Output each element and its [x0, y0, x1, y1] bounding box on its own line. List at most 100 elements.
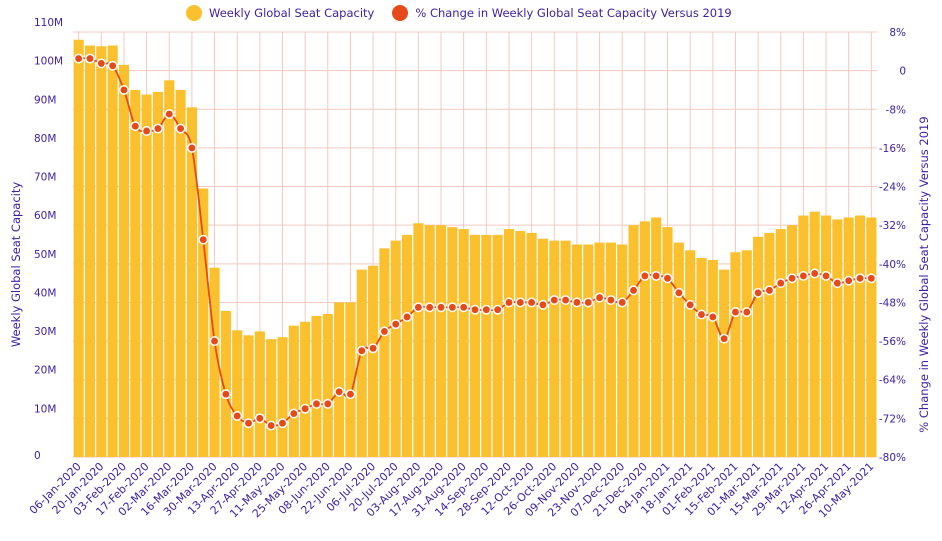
change-point	[821, 270, 831, 281]
capacity-bar	[503, 229, 515, 457]
change-point	[402, 311, 413, 322]
capacity-bar	[537, 238, 549, 457]
y-tick-right: -24%	[879, 182, 906, 194]
change-point	[571, 297, 582, 308]
change-point	[707, 311, 718, 322]
change-point	[515, 297, 526, 308]
change-point	[107, 60, 118, 71]
y-tick-right: -40%	[879, 259, 906, 271]
y-tick-left: 110M	[34, 17, 63, 29]
capacity-bar	[515, 230, 526, 457]
capacity-bar	[107, 45, 118, 457]
capacity-bar	[764, 232, 775, 457]
change-point	[537, 299, 548, 310]
y-tick-right: -32%	[879, 220, 906, 232]
change-point	[753, 287, 764, 298]
change-point	[639, 270, 650, 281]
y-tick-left: 20M	[34, 365, 56, 377]
capacity-bar	[628, 225, 639, 457]
capacity-bar	[232, 330, 243, 457]
change-point	[254, 413, 265, 424]
y-tick-right: 0	[899, 66, 906, 78]
change-point	[775, 278, 786, 289]
capacity-bar	[447, 227, 458, 457]
capacity-bar	[220, 310, 231, 457]
capacity-bar	[707, 259, 718, 457]
capacity-bar	[164, 80, 175, 457]
change-point	[141, 126, 152, 136]
change-point	[209, 336, 220, 347]
change-point	[198, 234, 209, 245]
change-point	[617, 297, 628, 308]
capacity-bar	[73, 39, 84, 458]
y-tick-left: 100M	[34, 56, 63, 68]
change-point	[481, 304, 492, 315]
capacity-bar	[719, 269, 730, 457]
y-tick-left: 30M	[34, 326, 56, 338]
capacity-bar	[413, 223, 424, 457]
change-point	[334, 386, 345, 397]
change-point	[311, 398, 322, 409]
capacity-bar	[401, 234, 413, 457]
change-point	[719, 333, 730, 344]
y-tick-left: 90M	[34, 94, 56, 106]
y-tick-left: 70M	[34, 172, 56, 184]
capacity-bar	[673, 242, 684, 457]
y-tick-left: 80M	[34, 133, 56, 145]
capacity-bar	[843, 217, 854, 457]
change-point	[651, 270, 662, 281]
capacity-bar	[730, 252, 741, 457]
capacity-bar	[311, 315, 322, 457]
capacity-bar	[832, 219, 843, 457]
capacity-bar	[130, 89, 141, 458]
change-point	[322, 398, 333, 409]
change-point	[356, 345, 367, 356]
change-point	[413, 302, 424, 313]
capacity-bar	[266, 339, 277, 457]
change-point	[470, 304, 480, 315]
change-point	[549, 295, 560, 305]
change-point	[345, 389, 356, 400]
change-point	[594, 292, 605, 303]
change-point	[832, 278, 843, 289]
change-point	[266, 420, 277, 431]
capacity-bar	[379, 248, 390, 457]
change-point	[787, 273, 798, 284]
change-point	[492, 304, 503, 315]
capacity-bar	[186, 107, 197, 457]
legend-label-change: % Change in Weekly Global Seat Capacity …	[415, 6, 732, 20]
change-point	[243, 418, 254, 429]
y-tick-left: 10M	[34, 403, 56, 415]
capacity-bar	[753, 236, 764, 457]
capacity-bar	[175, 89, 186, 458]
y-tick-left: 0	[34, 450, 41, 462]
line-series	[73, 53, 877, 431]
change-point	[424, 302, 435, 313]
capacity-bar	[152, 91, 163, 458]
capacity-bar	[277, 337, 288, 457]
y-tick-right: -80%	[879, 452, 906, 464]
capacity-bar	[481, 234, 492, 457]
capacity-bar	[854, 215, 866, 457]
y-tick-right: -72%	[879, 413, 906, 425]
capacity-bar	[96, 46, 107, 457]
capacity-bar	[469, 234, 481, 457]
y-tick-right: -64%	[879, 375, 906, 387]
change-point	[866, 273, 877, 284]
change-point	[741, 307, 752, 318]
y-tick-left: 60M	[34, 210, 56, 222]
change-point	[504, 297, 514, 308]
change-point	[696, 309, 707, 320]
change-point	[583, 297, 594, 308]
capacity-bar	[345, 302, 356, 457]
y-tick-right: -16%	[879, 143, 906, 155]
change-point	[730, 307, 741, 318]
change-point	[85, 53, 95, 64]
capacity-bar	[368, 265, 379, 457]
capacity-bar	[118, 64, 130, 457]
capacity-bar	[243, 335, 254, 457]
capacity-bar	[820, 215, 832, 457]
capacity-bar	[458, 229, 469, 457]
change-point	[175, 123, 186, 134]
y-tick-right: -48%	[879, 297, 906, 309]
